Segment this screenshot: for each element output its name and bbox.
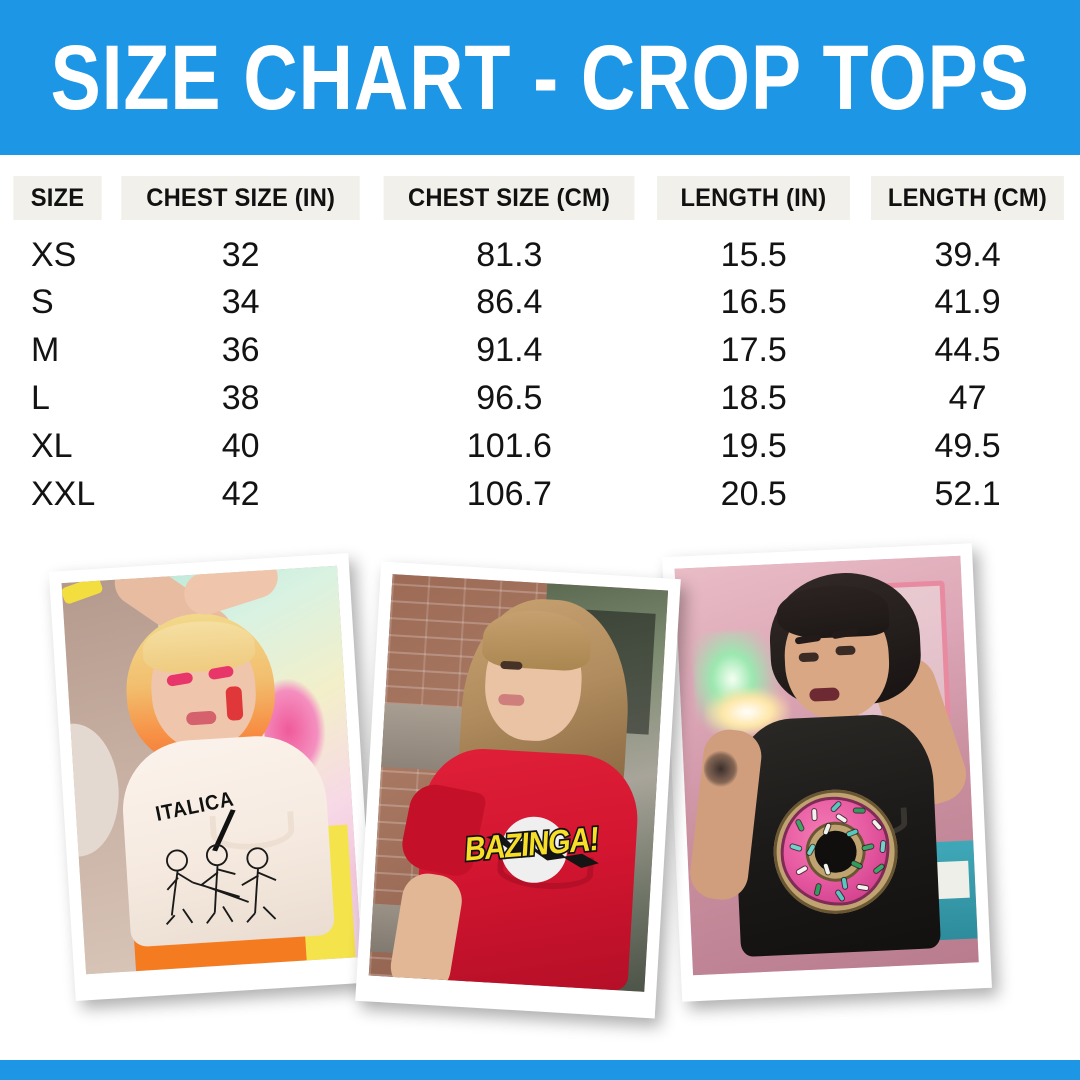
cell-length-in: 19.5 — [720, 426, 787, 465]
product-photo-donut — [662, 543, 992, 1002]
shirt-graphic-donut-icon — [770, 786, 901, 917]
cell-size: XXL — [31, 474, 96, 513]
photo-image-italica: ITALICA — [61, 565, 362, 975]
model-lips — [498, 693, 525, 706]
donut-sprinkle — [853, 808, 865, 813]
table-row: L 38 96.5 18.5 47 — [11, 374, 1069, 422]
cell-size: M — [31, 330, 60, 369]
table-row: XS 32 81.3 15.5 39.4 — [11, 220, 1069, 278]
cell-chest-in: 40 — [221, 426, 260, 465]
column-header-length-cm: LENGTH (CM) — [871, 176, 1064, 220]
cell-chest-cm: 86.4 — [476, 282, 543, 321]
donut-sprinkle — [812, 809, 817, 821]
product-photo-italica: ITALICA — [48, 553, 376, 1001]
page-title: SIZE CHART - CROP TOPS — [50, 26, 1030, 129]
shirt-graphic-lineart — [165, 843, 277, 925]
cell-length-in: 16.5 — [720, 282, 787, 321]
cell-size: L — [31, 378, 50, 417]
photo-collage: ITALICA — [0, 540, 1080, 1040]
model-earring — [225, 685, 244, 721]
cell-chest-cm: 96.5 — [476, 378, 543, 417]
cell-size: XL — [31, 426, 73, 465]
cell-chest-in: 36 — [221, 330, 260, 369]
cell-chest-cm: 106.7 — [466, 474, 552, 513]
cell-chest-cm: 91.4 — [476, 330, 543, 369]
photo-image-donut — [674, 555, 979, 976]
table-row: XL 40 101.6 19.5 49.5 — [11, 422, 1069, 470]
cell-length-in: 17.5 — [720, 330, 787, 369]
size-chart-table: SIZE CHEST SIZE (IN) CHEST SIZE (CM) LEN… — [0, 176, 1080, 518]
cell-chest-cm: 81.3 — [476, 235, 543, 274]
cell-chest-in: 38 — [221, 378, 260, 417]
cell-size: S — [31, 282, 54, 321]
cell-chest-cm: 101.6 — [466, 426, 552, 465]
table-header-row: SIZE CHEST SIZE (IN) CHEST SIZE (CM) LEN… — [11, 176, 1069, 220]
model-eye-left — [798, 651, 820, 662]
cell-length-cm: 44.5 — [934, 330, 1001, 369]
cell-length-in: 18.5 — [720, 378, 787, 417]
cell-length-in: 15.5 — [720, 235, 787, 274]
cell-chest-in: 34 — [221, 282, 260, 321]
photo-image-bazinga: BAZINGA! — [368, 574, 669, 992]
column-header-chest-cm: CHEST SIZE (CM) — [383, 176, 635, 220]
cell-chest-in: 42 — [221, 474, 260, 513]
cell-length-cm: 39.4 — [934, 235, 1001, 274]
product-photo-bazinga: BAZINGA! — [355, 561, 681, 1019]
cell-length-cm: 52.1 — [934, 474, 1001, 513]
cell-length-cm: 47 — [948, 378, 987, 417]
table-row: XXL 42 106.7 20.5 52.1 — [11, 470, 1069, 518]
cell-size: XS — [31, 235, 77, 274]
table-row: M 36 91.4 17.5 44.5 — [11, 326, 1069, 374]
header-band: SIZE CHART - CROP TOPS — [0, 0, 1080, 155]
model-lips — [808, 687, 840, 702]
cell-length-in: 20.5 — [720, 474, 787, 513]
model-lips — [185, 710, 217, 726]
shirt-graphic-bazinga: BAZINGA! — [459, 811, 604, 896]
table-row: S 34 86.4 16.5 41.9 — [11, 278, 1069, 326]
column-header-chest-in: CHEST SIZE (IN) — [121, 176, 361, 220]
cell-length-cm: 41.9 — [934, 282, 1001, 321]
footer-band — [0, 1060, 1080, 1080]
cell-length-cm: 49.5 — [934, 426, 1001, 465]
column-header-length-in: LENGTH (IN) — [657, 176, 851, 220]
cell-chest-in: 32 — [221, 235, 260, 274]
column-header-size: SIZE — [13, 176, 102, 220]
